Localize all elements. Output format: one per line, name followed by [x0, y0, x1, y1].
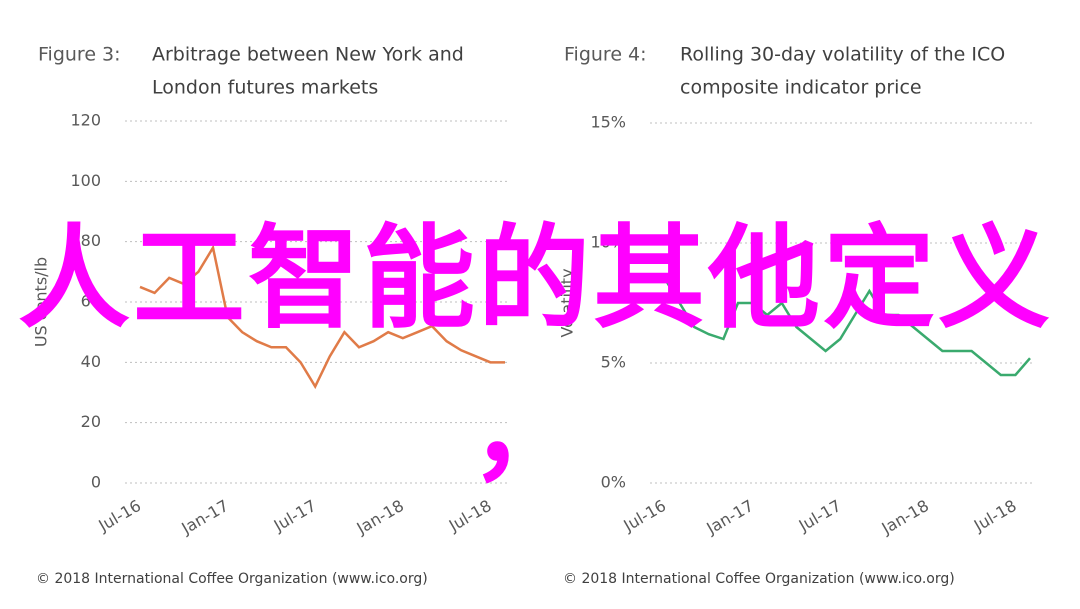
data-line — [139, 244, 505, 390]
x-tick-label: Jan-17 — [702, 496, 756, 538]
y-tick-label: 0% — [601, 473, 626, 492]
y-tick-label: 20 — [81, 412, 101, 431]
y-tick-label: 60 — [81, 292, 101, 311]
y-tick-label: 40 — [81, 352, 101, 371]
x-tick-label: Jul-17 — [270, 496, 320, 536]
y-tick-label: 5% — [601, 353, 626, 372]
x-tick-label: Jul-16 — [95, 496, 145, 536]
y-tick-label: 10% — [590, 233, 626, 252]
overlay-text: 人工智能的其他定义 — [18, 214, 1053, 344]
chart-title: Arbitrage between New York and — [152, 44, 464, 66]
y-tick-label: 80 — [81, 231, 101, 250]
y-tick-label: 100 — [70, 171, 101, 190]
y-tick-label: 120 — [70, 111, 101, 130]
x-tick-label: Jul-16 — [620, 496, 670, 536]
figure-label: Figure 3: — [38, 44, 121, 66]
overlay-punctuation: ， — [470, 366, 582, 496]
y-axis-label: US cents/lb — [32, 257, 51, 347]
data-line — [663, 278, 1031, 377]
x-tick-label: Jan-17 — [177, 496, 231, 538]
x-tick-label: Jul-18 — [970, 496, 1020, 536]
x-tick-label: Jul-17 — [795, 496, 845, 536]
y-tick-label: 0 — [91, 473, 101, 492]
chart-title: composite indicator price — [680, 77, 922, 99]
source-note: © 2018 International Coffee Organization… — [36, 571, 428, 587]
x-tick-label: Jan-18 — [353, 496, 407, 538]
figure-label: Figure 4: — [564, 44, 647, 66]
x-tick-label: Jan-18 — [878, 496, 932, 538]
y-axis-label: Volatility — [558, 268, 577, 337]
source-note: © 2018 International Coffee Organization… — [563, 571, 955, 587]
chart-title: Rolling 30-day volatility of the ICO — [680, 44, 1005, 66]
y-tick-label: 15% — [590, 113, 626, 132]
chart-title: London futures markets — [152, 77, 378, 99]
